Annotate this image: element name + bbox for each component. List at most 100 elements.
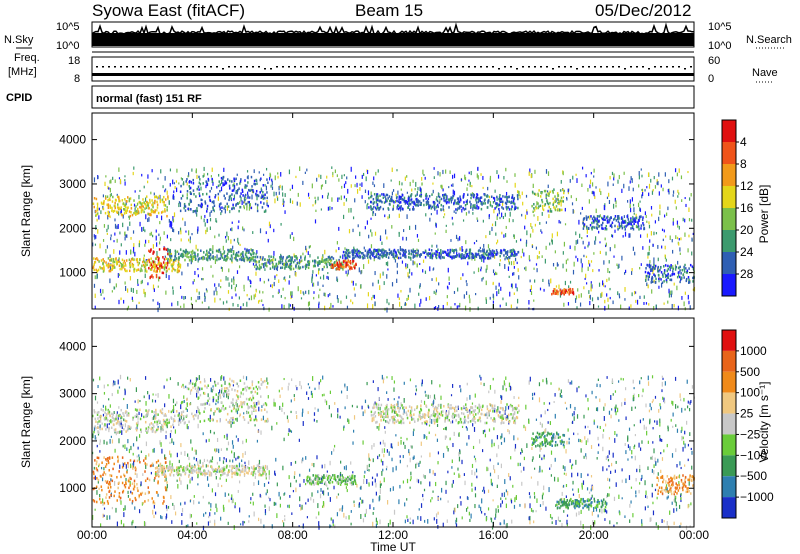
echo-mark bbox=[201, 198, 203, 201]
echo-mark bbox=[687, 171, 689, 174]
echo-mark bbox=[409, 378, 412, 382]
echo-mark bbox=[318, 294, 320, 299]
echo-mark bbox=[383, 193, 385, 196]
echo-mark bbox=[623, 272, 626, 275]
echo-mark bbox=[484, 256, 487, 260]
echo-mark bbox=[229, 210, 231, 214]
echo-mark bbox=[488, 214, 490, 217]
echo-mark bbox=[502, 216, 505, 220]
echo-mark bbox=[164, 198, 167, 201]
echo-mark bbox=[572, 291, 575, 294]
echo-mark bbox=[670, 278, 672, 282]
echo-mark bbox=[136, 210, 138, 213]
echo-mark bbox=[586, 228, 588, 234]
echo-mark bbox=[284, 263, 287, 266]
echo-mark bbox=[370, 191, 372, 196]
echo-mark bbox=[136, 268, 139, 272]
echo-mark bbox=[580, 212, 582, 215]
echo-mark bbox=[110, 179, 112, 184]
echo-mark bbox=[587, 188, 589, 192]
echo-mark bbox=[286, 256, 288, 259]
echo-mark bbox=[631, 226, 634, 230]
echo-mark bbox=[197, 259, 199, 263]
echo-mark bbox=[592, 520, 594, 525]
echo-mark bbox=[647, 278, 650, 281]
echo-mark bbox=[465, 255, 468, 258]
echo-mark bbox=[455, 519, 457, 525]
echo-mark bbox=[585, 273, 587, 279]
echo-mark bbox=[361, 182, 363, 187]
echo-mark bbox=[609, 218, 611, 222]
echo-mark bbox=[183, 296, 185, 300]
echo-mark bbox=[639, 482, 641, 485]
echo-mark bbox=[459, 236, 461, 241]
echo-mark bbox=[114, 232, 116, 236]
echo-mark bbox=[430, 249, 433, 252]
echo-mark bbox=[567, 302, 570, 306]
echo-mark bbox=[552, 292, 555, 295]
echo-mark bbox=[581, 183, 583, 188]
nave-dot bbox=[546, 66, 548, 68]
echo-mark bbox=[340, 263, 342, 266]
echo-mark bbox=[144, 273, 146, 279]
echo-mark bbox=[554, 250, 556, 254]
echo-mark bbox=[248, 203, 251, 207]
echo-mark bbox=[514, 443, 517, 449]
echo-mark bbox=[685, 279, 688, 283]
echo-mark bbox=[323, 265, 325, 269]
echo-mark bbox=[440, 395, 442, 400]
echo-mark bbox=[431, 193, 433, 196]
echo-mark bbox=[557, 201, 559, 205]
echo-mark bbox=[332, 263, 335, 266]
echo-mark bbox=[544, 203, 547, 206]
echo-mark bbox=[412, 256, 415, 259]
echo-mark bbox=[420, 201, 422, 205]
echo-mark bbox=[103, 265, 105, 268]
echo-mark bbox=[96, 274, 98, 280]
echo-mark bbox=[575, 512, 578, 517]
echo-mark bbox=[492, 281, 494, 284]
echo-mark bbox=[684, 232, 686, 237]
echo-mark bbox=[302, 252, 304, 256]
echo-mark bbox=[254, 293, 257, 298]
echo-mark bbox=[678, 504, 681, 509]
echo-mark bbox=[146, 412, 148, 418]
echo-mark bbox=[602, 282, 605, 287]
echo-mark bbox=[611, 221, 614, 225]
echo-mark bbox=[295, 256, 298, 260]
echo-mark bbox=[597, 297, 599, 301]
echo-mark bbox=[290, 260, 292, 264]
echo-mark bbox=[99, 424, 101, 429]
echo-mark bbox=[128, 258, 131, 262]
echo-mark bbox=[546, 190, 549, 193]
echo-mark bbox=[470, 194, 473, 197]
echo-mark bbox=[517, 190, 519, 194]
echo-mark bbox=[526, 230, 528, 236]
echo-mark bbox=[433, 176, 435, 180]
echo-mark bbox=[139, 201, 142, 204]
echo-mark bbox=[538, 251, 541, 255]
echo-mark bbox=[202, 462, 204, 466]
echo-mark bbox=[94, 305, 96, 309]
echo-mark bbox=[636, 468, 638, 473]
echo-mark bbox=[414, 303, 416, 309]
echo-mark bbox=[278, 185, 280, 191]
echo-mark bbox=[259, 493, 261, 498]
echo-mark bbox=[428, 431, 430, 435]
echo-mark bbox=[688, 300, 690, 305]
nave-dot bbox=[624, 68, 626, 70]
echo-mark bbox=[408, 196, 411, 199]
echo-mark bbox=[347, 260, 349, 264]
echo-mark bbox=[119, 464, 121, 469]
echo-mark bbox=[394, 250, 397, 254]
echo-mark bbox=[487, 201, 489, 204]
echo-mark bbox=[126, 447, 128, 451]
echo-mark bbox=[648, 303, 650, 306]
echo-mark bbox=[596, 223, 598, 226]
echo-mark bbox=[485, 250, 488, 254]
echo-mark bbox=[177, 265, 180, 268]
echo-mark bbox=[546, 199, 548, 203]
echo-mark bbox=[692, 267, 695, 270]
echo-mark bbox=[103, 467, 105, 471]
echo-mark bbox=[476, 173, 478, 178]
